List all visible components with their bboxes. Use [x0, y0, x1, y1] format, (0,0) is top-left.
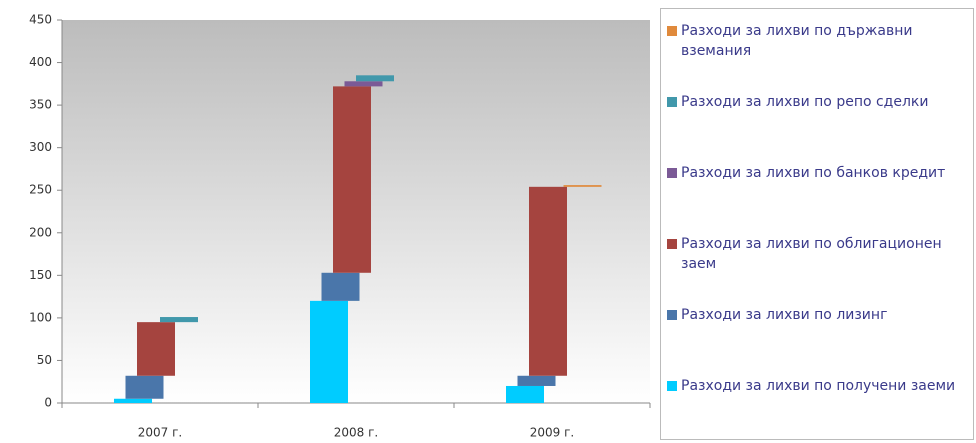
y-tick-label: 350 [29, 98, 52, 112]
bar [563, 185, 602, 187]
y-tick-label: 250 [29, 183, 52, 197]
bar [529, 186, 567, 376]
legend-swatch [667, 97, 677, 107]
bar [137, 322, 175, 376]
legend: Разходи за лихви по получени заеми Разход… [660, 8, 974, 440]
legend-swatch [667, 168, 677, 178]
y-tick-label: 400 [29, 55, 52, 69]
legend-item: Разходи за лихви по репо сделки [667, 92, 972, 112]
legend-item: Разходи за лихви по държавни вземания [667, 21, 972, 61]
x-tick-label: 2009 г. [530, 426, 574, 440]
bar [310, 300, 348, 403]
legend-swatch [667, 26, 677, 36]
y-tick-label: 450 [29, 13, 52, 27]
bar [506, 385, 544, 403]
bar [517, 375, 556, 386]
x-tick-label: 2008 г. [334, 426, 378, 440]
legend-label: Разходи за лихви по държавни вземания [681, 23, 913, 59]
bar [321, 272, 360, 301]
x-tick-label: 2007 г. [138, 426, 182, 440]
legend-item: Разходи за лихви по лизинг [667, 305, 972, 325]
legend-item: Разходи за лихви по получени заеми [667, 376, 972, 396]
bar [114, 398, 152, 403]
legend-label: Разходи за лихви по репо сделки [681, 94, 929, 110]
legend-swatch [667, 239, 677, 249]
legend-label: Разходи за лихви по облигационен заем [681, 236, 942, 272]
y-tick-label: 150 [29, 268, 52, 282]
legend-label: Разходи за лихви по банков кредит [681, 165, 946, 181]
legend-swatch [667, 310, 677, 320]
chart: 0 50 100 150 200 250 300 350 400 450 2007 г. 2008 г… [29, 13, 651, 440]
bar [125, 375, 164, 399]
legend-label: Разходи за лихви по лизинг [681, 307, 888, 323]
y-tick-label: 100 [29, 310, 52, 324]
y-tick-label: 200 [29, 225, 52, 239]
legend-item: Разходи за лихви по облигационен заем [667, 234, 972, 274]
bar [160, 317, 198, 323]
legend-item: Разходи за лихви по банков кредит [667, 163, 972, 183]
y-tick-label: 300 [29, 140, 52, 154]
legend-swatch [667, 381, 677, 391]
legend-label: Разходи за лихви по получени заеми [681, 378, 956, 394]
y-tick-label: 0 [44, 396, 52, 410]
bar [333, 86, 371, 273]
y-tick-label: 50 [37, 353, 52, 367]
bar [344, 81, 383, 87]
bar [356, 75, 394, 82]
